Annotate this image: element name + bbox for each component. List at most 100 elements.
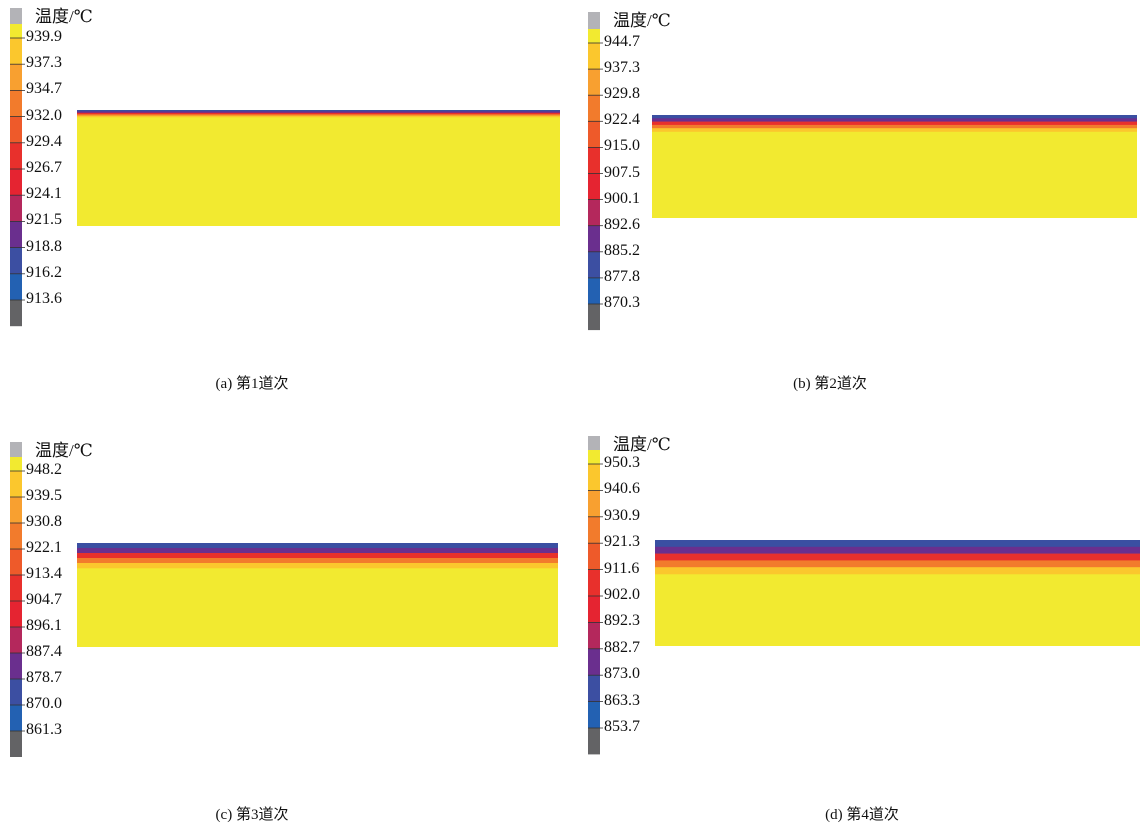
colorbar-band [10, 169, 22, 196]
slab-surface-contour-layer [77, 548, 558, 554]
colorbar-band [588, 543, 600, 570]
colorbar-title: 温度/℃ [35, 7, 93, 26]
colorbar-band [10, 679, 22, 705]
slab-temperature-field [655, 540, 1140, 646]
colorbar-band [588, 199, 600, 226]
slab-surface-contour-layer [652, 128, 1137, 132]
colorbar-tick-label: 929.4 [26, 132, 62, 150]
colorbar-band [10, 705, 22, 731]
colorbar-tick-label: 944.7 [604, 33, 640, 50]
colorbar-band [10, 442, 22, 457]
slab-surface-contour-layer [655, 540, 1140, 548]
colorbar-band [588, 251, 600, 278]
slab-surface-contour-layer [77, 558, 558, 564]
colorbar-tick-label: 907.5 [604, 163, 640, 181]
colorbar-tick-label: 870.0 [26, 695, 62, 712]
colorbar-tick-label: 861.3 [26, 721, 62, 738]
panel-caption: (a) 第1道次 [215, 376, 289, 392]
colorbar-band [588, 569, 600, 596]
colorbar-tick-label: 873.0 [604, 665, 640, 683]
colorbar-tick-label: 926.7 [26, 159, 62, 176]
colorbar-tick-label: 878.7 [26, 669, 62, 686]
colorbar-tick-label: 939.5 [26, 487, 62, 504]
slab-surface-contour-layer [652, 124, 1137, 129]
colorbar-title: 温度/℃ [35, 441, 93, 460]
colorbar-band [10, 497, 22, 523]
colorbar-tick-label: 932.0 [26, 106, 62, 124]
colorbar-band [588, 490, 600, 517]
colorbar-tick-label: 853.7 [604, 718, 640, 735]
colorbar-band [588, 464, 600, 491]
colorbar-band [10, 471, 22, 497]
colorbar-band [588, 450, 600, 464]
colorbar-band [10, 195, 22, 222]
colorbar-band [588, 225, 600, 252]
colorbar-band [10, 116, 22, 143]
colorbar-band [10, 549, 22, 575]
colorbar-tick-label: 924.1 [26, 185, 62, 203]
colorbar-band [10, 653, 22, 679]
colorbar-tick-label: 911.6 [604, 559, 640, 577]
colorbar-tick-label: 863.3 [604, 691, 640, 709]
colorbar-tick-label: 902.0 [604, 586, 640, 603]
colorbar-tick-label: 937.3 [26, 54, 62, 72]
colorbar-tick-label: 934.7 [26, 80, 62, 98]
colorbar-tick-label: 913.4 [26, 565, 62, 582]
colorbar-band [588, 596, 600, 623]
slab-surface-contour-layer [655, 567, 1140, 575]
colorbar-band [10, 38, 22, 65]
colorbar-tick-label: 918.8 [26, 237, 62, 255]
slab-surface-contour-layer [77, 115, 560, 118]
slab-temperature-field [77, 110, 560, 226]
slab-surface-contour-layer [77, 112, 560, 115]
colorbar-tick-label: 940.6 [604, 480, 640, 498]
colorbar-band [588, 648, 600, 676]
colorbar-tick-label: 937.3 [604, 59, 640, 77]
panel-caption: (c) 第3道次 [215, 807, 289, 823]
slab-surface-contour-layer [652, 121, 1137, 126]
colorbar-tick-label: 930.8 [26, 513, 62, 530]
colorbar-band [588, 29, 600, 43]
slab-surface-contour-layer [77, 553, 558, 559]
colorbar-band [10, 523, 22, 549]
colorbar-tick-label: 885.2 [604, 241, 640, 259]
colorbar-band [588, 121, 600, 148]
panel-caption: (b) 第2道次 [793, 376, 867, 392]
colorbar-band [588, 728, 600, 755]
colorbar-band [588, 277, 600, 304]
colorbar-title: 温度/℃ [613, 11, 671, 30]
slab-surface-contour-layer [652, 115, 1137, 119]
colorbar-band [10, 457, 22, 471]
colorbar-tick-label: 896.1 [26, 617, 62, 634]
slab-surface-contour-layer [652, 118, 1137, 122]
slab-surface-contour-layer [77, 543, 558, 549]
colorbar-band [10, 273, 22, 300]
slab-surface-contour-layer [77, 110, 560, 112]
colorbar-band [588, 622, 600, 649]
slab-surface-contour-layer [655, 553, 1140, 561]
colorbar-band [588, 304, 600, 331]
slab-surface-contour-layer [77, 111, 560, 114]
colorbar-band [588, 701, 600, 728]
colorbar-tick-label: 922.1 [26, 539, 62, 556]
slab-temperature-field [652, 115, 1137, 218]
colorbar-tick-label: 948.2 [26, 461, 62, 478]
colorbar-band [588, 516, 600, 544]
colorbar-band [10, 300, 22, 327]
colorbar-tick-label: 870.3 [604, 294, 640, 311]
colorbar-band [588, 436, 600, 450]
colorbar-band [588, 43, 600, 70]
colorbar-band [10, 90, 22, 117]
colorbar-tick-label: 939.9 [26, 28, 62, 45]
colorbar-band [588, 12, 600, 29]
colorbar-band [588, 675, 600, 702]
panel-caption: (d) 第4道次 [825, 807, 899, 823]
colorbar-band [10, 731, 22, 757]
colorbar-tick-label: 913.6 [26, 290, 62, 307]
colorbar-tick-label: 900.1 [604, 189, 640, 207]
colorbar-band [10, 8, 22, 24]
